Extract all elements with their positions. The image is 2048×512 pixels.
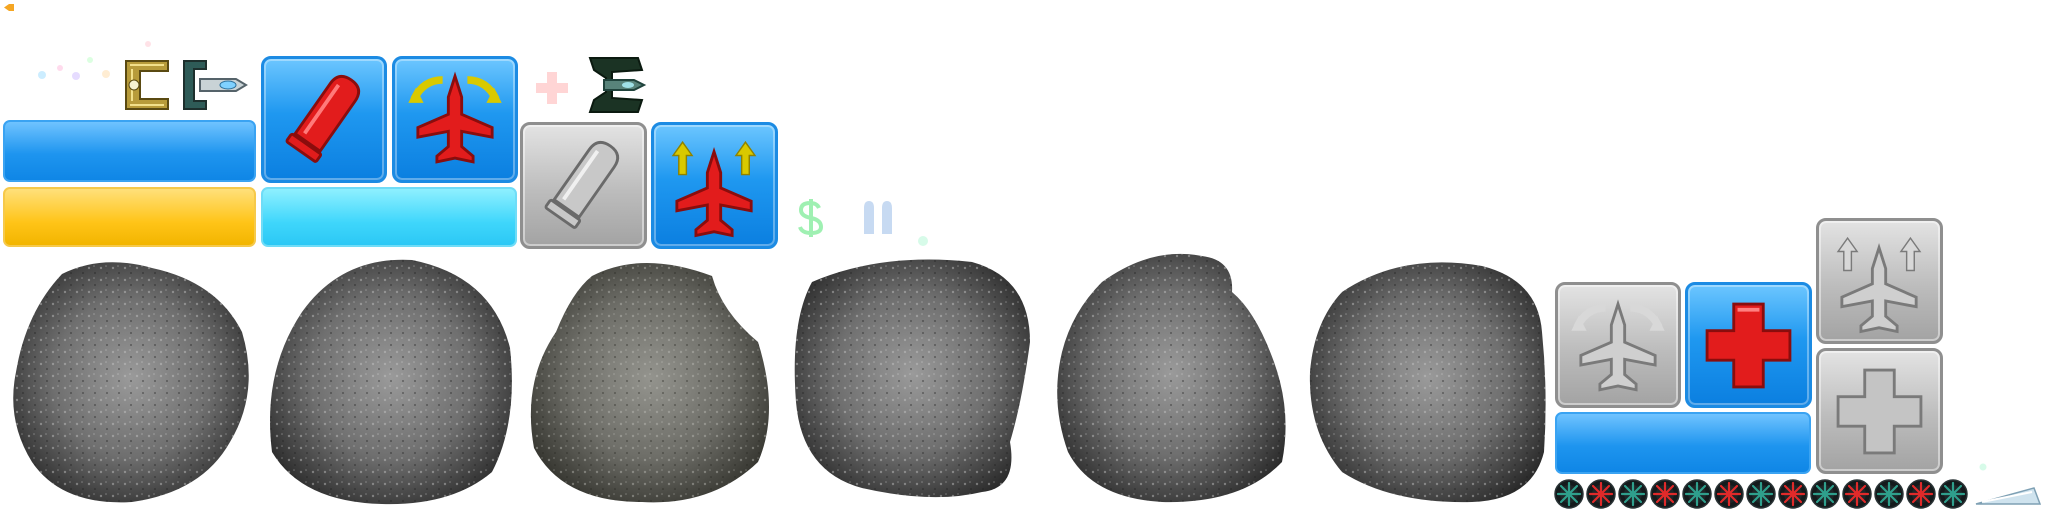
cyan-bar: [261, 187, 517, 247]
mines-row: [1554, 478, 1974, 510]
blue-bar: [3, 120, 256, 182]
asteroid-2: [270, 259, 512, 505]
asteroid-4: [794, 259, 1030, 498]
rotate-ship-icon-disabled: [1571, 299, 1665, 392]
bracket-ship-silver: [180, 55, 250, 115]
asteroid-5: [1057, 253, 1286, 503]
thrust-ship-icon: [671, 140, 757, 238]
rotate-ship-powerup-disabled-tile: [1555, 282, 1681, 408]
yellow-bar: [3, 187, 256, 247]
ammo-icon: [860, 198, 900, 238]
bracket-ship-green: [584, 54, 650, 116]
blade-shard: [1975, 478, 2042, 508]
mine-sprite: [1682, 479, 1712, 509]
asteroid-6: [1309, 262, 1546, 503]
thrust-ship-powerup-disabled-tile: [1816, 218, 1943, 344]
health-cross-icon-disabled: [1836, 368, 1923, 455]
mine-sprite: [1906, 479, 1936, 509]
health-powerup-tile: [1685, 282, 1812, 408]
bullet-icon-disabled: [544, 141, 620, 229]
mine-sprite: [1554, 479, 1584, 509]
rotate-ship-icon: [408, 71, 502, 164]
mine-sprite: [1842, 479, 1872, 509]
rotate-ship-powerup-tile: [392, 56, 518, 183]
blue-bar-small: [1555, 412, 1811, 474]
plus-icon: [534, 70, 570, 106]
mine-sprite: [1938, 479, 1968, 509]
sparkle-dots: [30, 40, 151, 90]
sparkle-dot: [1978, 462, 1988, 472]
mine-sprite: [1778, 479, 1808, 509]
bullet-powerup-disabled-tile: [520, 122, 647, 249]
thrust-ship-icon-disabled: [1836, 236, 1922, 334]
asteroid-1: [13, 262, 249, 503]
dollar-icon: [793, 198, 829, 238]
health-cross-icon: [1705, 302, 1792, 389]
bracket-ship-gold: [116, 55, 176, 115]
bullet-powerup-tile: [261, 56, 387, 183]
mine-sprite: [1714, 479, 1744, 509]
bullet-icon: [285, 75, 361, 163]
mine-sprite: [1618, 479, 1648, 509]
sparkle-dot: [916, 234, 930, 248]
health-powerup-disabled-tile: [1816, 348, 1943, 474]
mine-sprite: [1874, 479, 1904, 509]
thrust-ship-powerup-tile: [651, 122, 778, 249]
asteroid-3: [530, 263, 769, 503]
mine-sprite: [1810, 479, 1840, 509]
mine-sprite: [1650, 479, 1680, 509]
orange-pixel-sprite: [4, 4, 14, 11]
mine-sprite: [1586, 479, 1616, 509]
mine-sprite: [1746, 479, 1776, 509]
